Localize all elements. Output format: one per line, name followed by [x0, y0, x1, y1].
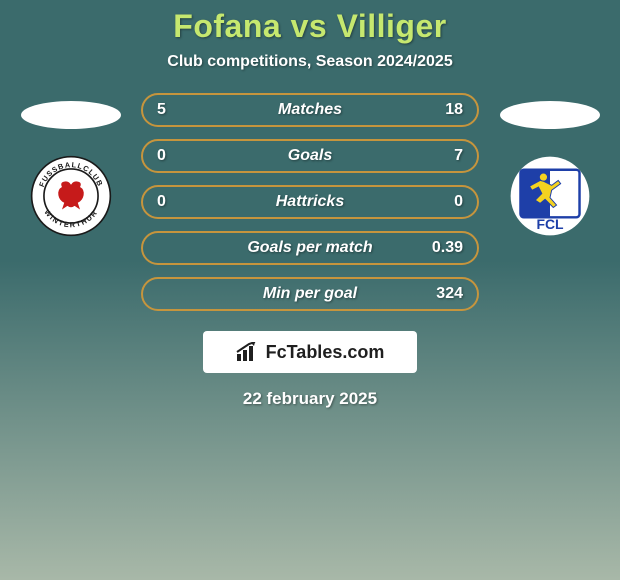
- stat-row: Goals per match0.39: [141, 231, 479, 265]
- footer-brand-badge: FcTables.com: [203, 331, 417, 373]
- left-side: FUSSBALLCLUB WINTERTHUR: [18, 93, 123, 237]
- right-side: FCL: [497, 93, 602, 237]
- page-subtitle: Club competitions, Season 2024/2025: [0, 53, 620, 71]
- stat-row: 0Goals7: [141, 139, 479, 173]
- stat-value-left: 0: [157, 147, 187, 165]
- stat-value-right: 324: [433, 285, 463, 303]
- stat-value-left: 5: [157, 101, 187, 119]
- stat-value-left: 0: [157, 193, 187, 211]
- footer-brand-text: FcTables.com: [266, 342, 385, 363]
- infographic-container: Fofana vs Villiger Club competitions, Se…: [0, 0, 620, 580]
- page-title: Fofana vs Villiger: [0, 8, 620, 45]
- stat-label: Matches: [143, 101, 477, 119]
- player-photo-placeholder-right: [500, 101, 600, 129]
- svg-text:FCL: FCL: [536, 216, 564, 232]
- main-layout: FUSSBALLCLUB WINTERTHUR 5Matches180Goals…: [0, 93, 620, 311]
- stat-row: 0Hattricks0: [141, 185, 479, 219]
- stat-value-right: 18: [433, 101, 463, 119]
- luzern-crest-icon: FCL: [509, 155, 591, 237]
- stat-row: 5Matches18: [141, 93, 479, 127]
- winterthur-crest-icon: FUSSBALLCLUB WINTERTHUR: [30, 155, 112, 237]
- stat-value-right: 0: [433, 193, 463, 211]
- stats-column: 5Matches180Goals70Hattricks0Goals per ma…: [141, 93, 479, 311]
- stat-label: Goals: [143, 147, 477, 165]
- stat-value-right: 7: [433, 147, 463, 165]
- player-photo-placeholder-left: [21, 101, 121, 129]
- stat-label: Goals per match: [143, 239, 477, 257]
- date-text: 22 february 2025: [0, 389, 620, 409]
- right-team-crest: FCL: [509, 155, 591, 237]
- stat-value-right: 0.39: [432, 239, 463, 257]
- left-team-crest: FUSSBALLCLUB WINTERTHUR: [30, 155, 112, 237]
- stat-row: Min per goal324: [141, 277, 479, 311]
- stat-label: Min per goal: [143, 285, 477, 303]
- bar-chart-icon: [236, 342, 260, 362]
- stat-label: Hattricks: [143, 193, 477, 211]
